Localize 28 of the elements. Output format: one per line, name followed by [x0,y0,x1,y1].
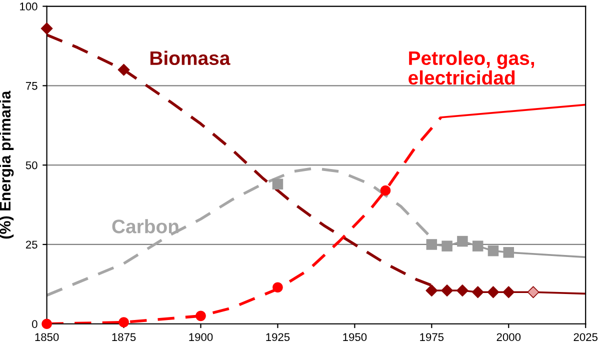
point [380,185,391,196]
point [488,245,499,256]
point [118,317,129,328]
x-tick-label: 2000 [496,333,521,342]
point [442,240,452,252]
x-tick-label: 1850 [35,333,59,342]
y-tick-label: 75 [26,82,38,90]
text: Petroleo, gas, electricidad [408,50,534,85]
x-tick-label: 2025 [574,333,598,342]
point [472,240,484,252]
point [503,247,514,258]
point [272,282,283,292]
x-tick-label: 1950 [343,333,367,342]
x-tick-label: 1925 [266,333,290,342]
series-label: Carbon [112,219,178,234]
x-tick-label: 1975 [420,333,444,342]
x-tick-label: 1900 [189,333,213,342]
point [426,239,438,250]
y-tick-label: 50 [26,161,38,170]
point [272,178,284,190]
series-label: Biomasa [150,50,230,66]
x-tick-label: 1875 [112,333,136,342]
y-tick-label: 0 [32,320,38,328]
point [196,310,206,322]
point [457,236,468,247]
point [42,318,52,330]
y-tick-label: 25 [26,240,38,249]
y-tick-label: 100 [20,2,38,10]
